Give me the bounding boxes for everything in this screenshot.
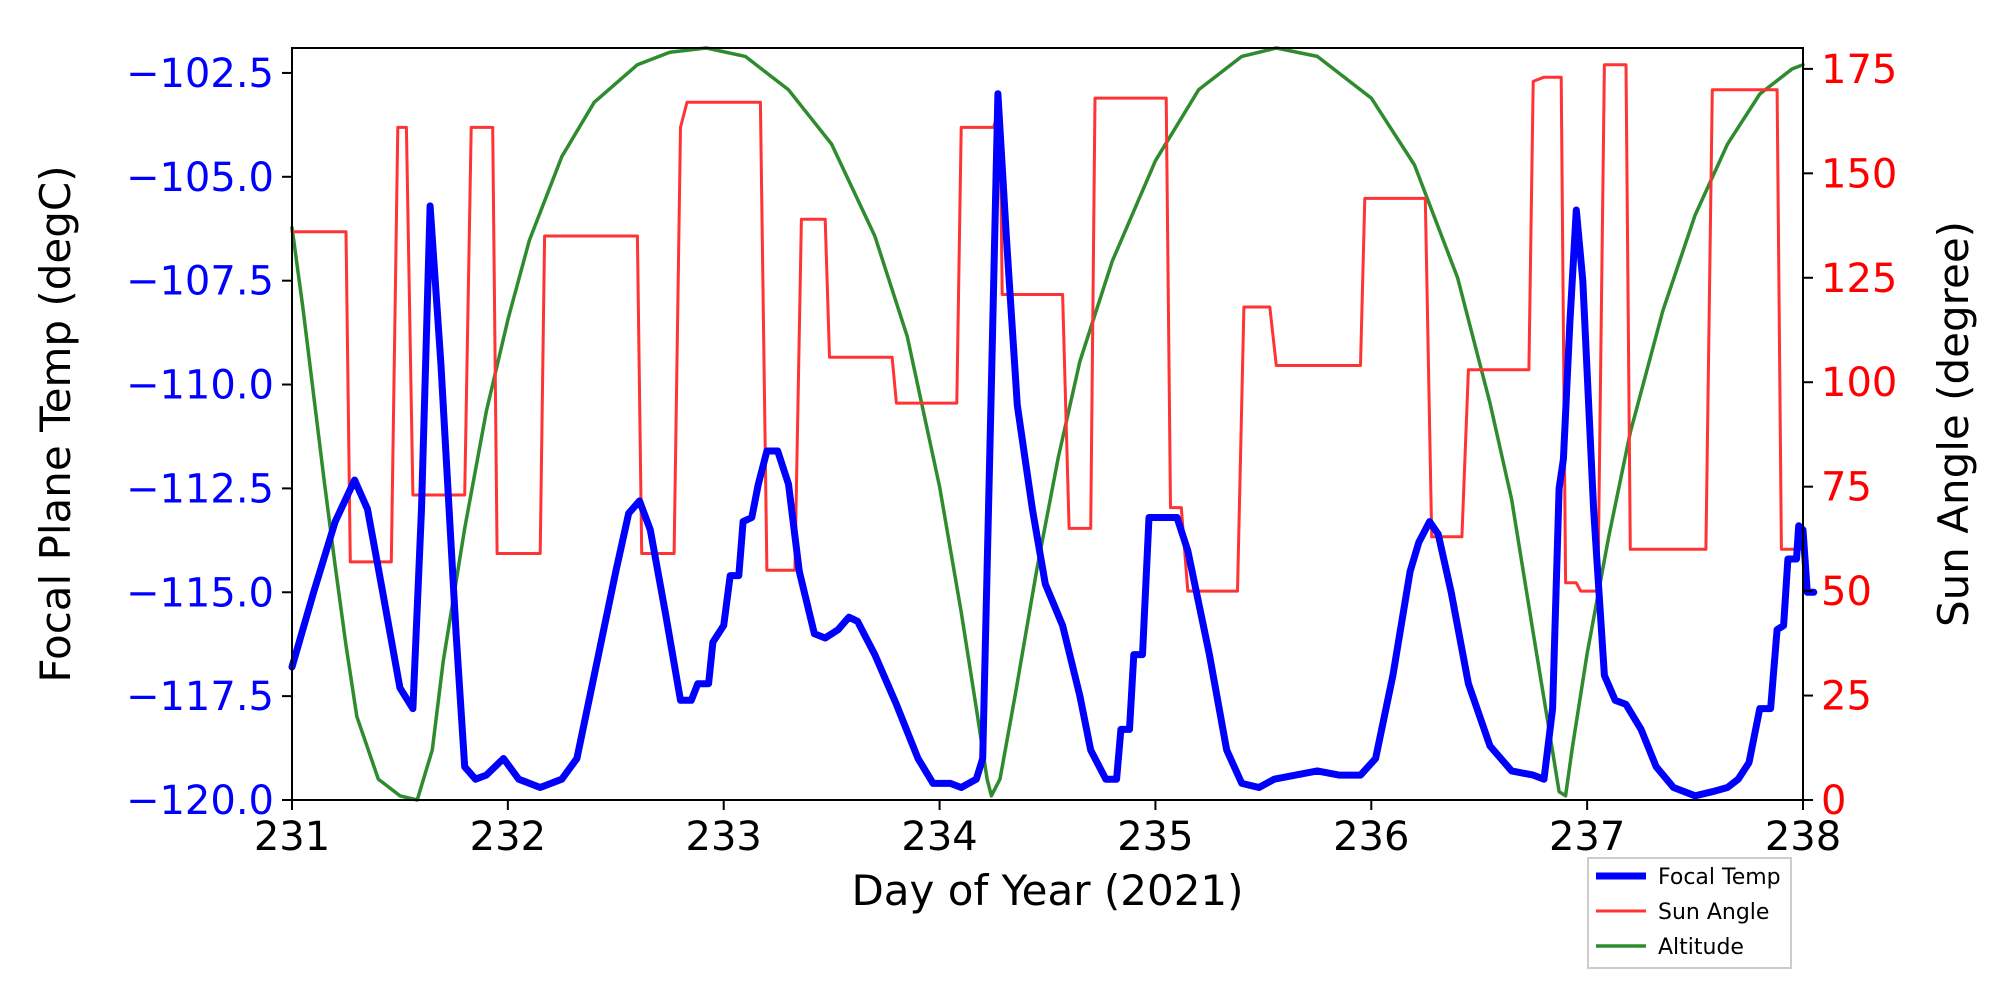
y-right-axis-label: Sun Angle (degree) — [1929, 221, 1978, 627]
y-left-tick-label: −117.5 — [126, 674, 274, 720]
legend-label-altitude: Altitude — [1658, 935, 1744, 960]
y-right-tick-label: 125 — [1821, 256, 1897, 302]
x-tick-label: 238 — [1765, 814, 1841, 860]
plot-frame — [291, 47, 1804, 801]
series-sun-angle-group — [290, 63, 1805, 593]
y-right-tick-label: 50 — [1821, 569, 1872, 615]
series-focal-temp-group — [288, 90, 1818, 800]
y-left-tick-label: −112.5 — [126, 466, 274, 512]
series-altitude-group — [290, 46, 1805, 802]
y-right-tick-label: 100 — [1821, 360, 1897, 406]
y-left-tick-label: −102.5 — [126, 51, 274, 97]
legend-label-sun-angle: Sun Angle — [1658, 900, 1769, 925]
y-right-axis-ticks: 175 150 125 100 75 50 25 0 — [1803, 47, 1897, 824]
y-left-tick-label: −115.0 — [126, 570, 274, 616]
y-right-tick-label: 150 — [1821, 151, 1897, 197]
y-right-tick-label: 75 — [1821, 465, 1872, 511]
series-focal-temp-line — [288, 90, 1818, 800]
x-axis-ticks: 231 232 233 234 235 236 237 238 — [254, 800, 1841, 860]
legend-label-focal-temp: Focal Temp — [1658, 865, 1781, 890]
y-left-tick-label: −105.0 — [126, 155, 274, 201]
x-tick-label: 232 — [470, 814, 546, 860]
y-left-axis-label: Focal Plane Temp (degC) — [31, 165, 80, 682]
x-tick-label: 235 — [1117, 814, 1193, 860]
y-left-tick-label: −107.5 — [126, 259, 274, 305]
x-tick-label: 231 — [254, 814, 330, 860]
y-right-tick-label: 25 — [1821, 674, 1872, 720]
y-left-tick-label: −120.0 — [126, 778, 274, 824]
x-axis-label: Day of Year (2021) — [851, 866, 1243, 915]
y-right-tick-label: 175 — [1821, 47, 1897, 93]
x-tick-label: 236 — [1333, 814, 1409, 860]
series-sun-angle-line — [290, 63, 1805, 593]
y-left-tick-label: −110.0 — [126, 363, 274, 409]
legend: Focal Temp Sun Angle Altitude — [1587, 857, 1792, 969]
y-left-axis-ticks: −102.5 −105.0 −107.5 −110.0 −112.5 −115.0 −117… — [126, 51, 292, 824]
x-tick-label: 234 — [901, 814, 977, 860]
y-right-tick-label: 0 — [1821, 778, 1846, 824]
series-altitude-line — [290, 46, 1805, 802]
x-tick-label: 233 — [686, 814, 762, 860]
x-tick-label: 237 — [1549, 814, 1625, 860]
